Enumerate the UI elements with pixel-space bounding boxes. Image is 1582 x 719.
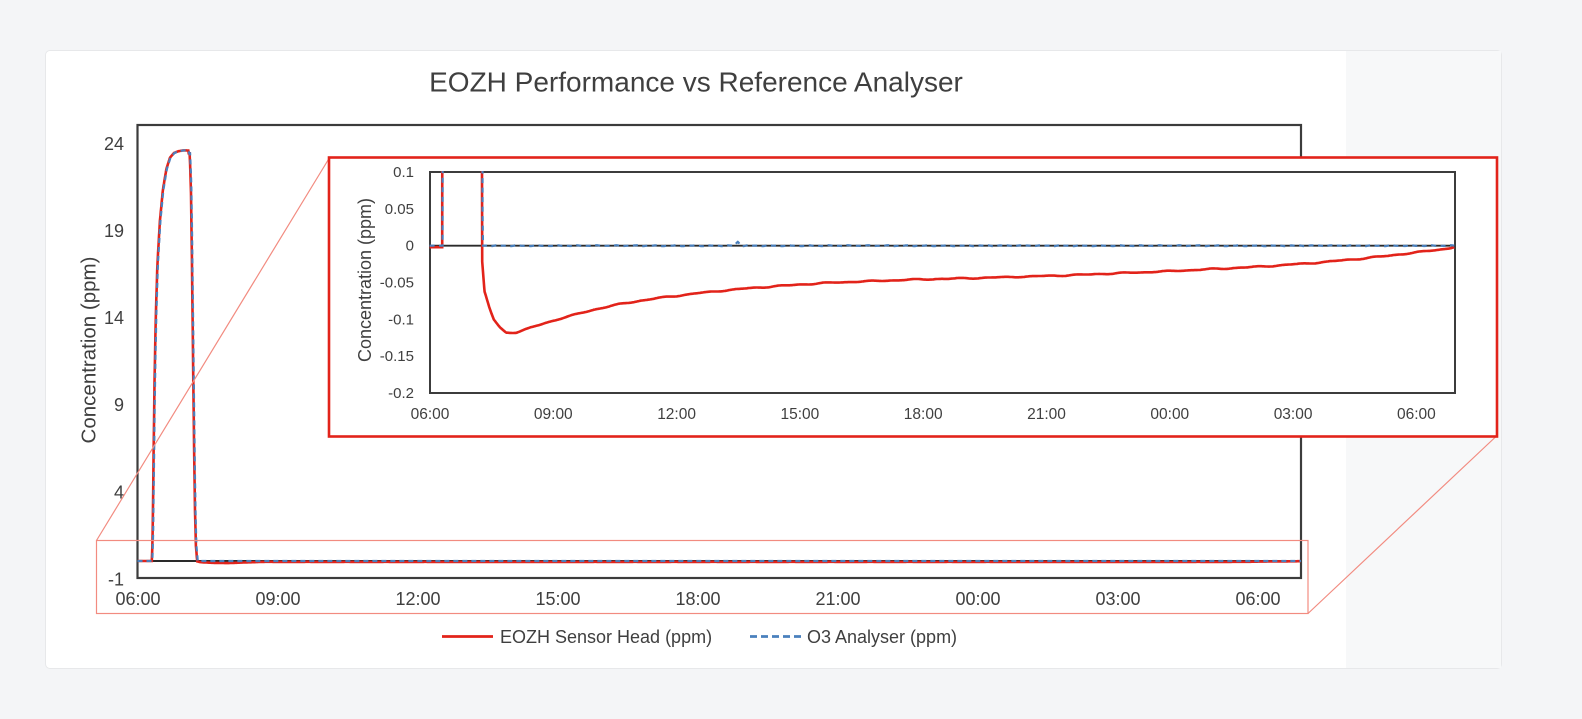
- svg-text:18:00: 18:00: [675, 589, 720, 609]
- svg-text:Concentration (ppm): Concentration (ppm): [355, 198, 375, 362]
- svg-text:O3 Analyser (ppm): O3 Analyser (ppm): [807, 627, 957, 647]
- svg-text:0: 0: [406, 238, 414, 255]
- svg-text:12:00: 12:00: [395, 589, 440, 609]
- svg-text:-0.2: -0.2: [388, 385, 414, 402]
- svg-text:24: 24: [104, 134, 124, 154]
- svg-text:18:00: 18:00: [904, 406, 943, 423]
- svg-text:06:00: 06:00: [115, 589, 160, 609]
- svg-text:0.05: 0.05: [385, 201, 414, 218]
- svg-text:06:00: 06:00: [411, 406, 450, 423]
- svg-text:Concentration (ppm): Concentration (ppm): [78, 257, 101, 444]
- svg-text:15:00: 15:00: [535, 589, 580, 609]
- svg-text:-0.15: -0.15: [380, 348, 414, 365]
- svg-text:EOZH Performance vs Reference: EOZH Performance vs Reference Analyser: [429, 67, 963, 98]
- svg-text:09:00: 09:00: [534, 406, 573, 423]
- svg-text:4: 4: [114, 482, 124, 502]
- svg-text:14: 14: [104, 308, 124, 328]
- svg-text:03:00: 03:00: [1095, 589, 1140, 609]
- svg-text:-1: -1: [108, 569, 124, 589]
- svg-text:00:00: 00:00: [955, 589, 1000, 609]
- svg-text:15:00: 15:00: [781, 406, 820, 423]
- svg-text:0.1: 0.1: [393, 164, 414, 181]
- svg-text:19: 19: [104, 221, 124, 241]
- svg-text:03:00: 03:00: [1274, 406, 1313, 423]
- svg-text:12:00: 12:00: [657, 406, 696, 423]
- svg-text:9: 9: [114, 395, 124, 415]
- svg-text:21:00: 21:00: [1027, 406, 1066, 423]
- svg-text:-0.05: -0.05: [380, 275, 414, 292]
- svg-text:-0.1: -0.1: [388, 311, 414, 328]
- svg-text:00:00: 00:00: [1150, 406, 1189, 423]
- svg-text:09:00: 09:00: [255, 589, 300, 609]
- svg-text:06:00: 06:00: [1235, 589, 1280, 609]
- svg-text:21:00: 21:00: [815, 589, 860, 609]
- svg-text:06:00: 06:00: [1397, 406, 1436, 423]
- svg-text:EOZH Sensor Head (ppm): EOZH Sensor Head (ppm): [500, 627, 712, 647]
